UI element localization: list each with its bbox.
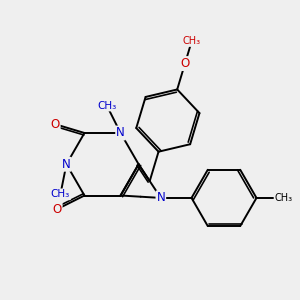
Text: N: N	[116, 127, 125, 140]
Text: O: O	[50, 118, 60, 131]
Text: CH₃: CH₃	[97, 100, 116, 110]
Text: CH₃: CH₃	[51, 189, 70, 199]
Text: CH₃: CH₃	[183, 36, 201, 46]
Text: O: O	[180, 57, 190, 70]
Text: N: N	[62, 158, 71, 171]
Text: CH₃: CH₃	[274, 193, 292, 203]
Text: O: O	[52, 203, 62, 216]
Text: N: N	[157, 191, 165, 204]
